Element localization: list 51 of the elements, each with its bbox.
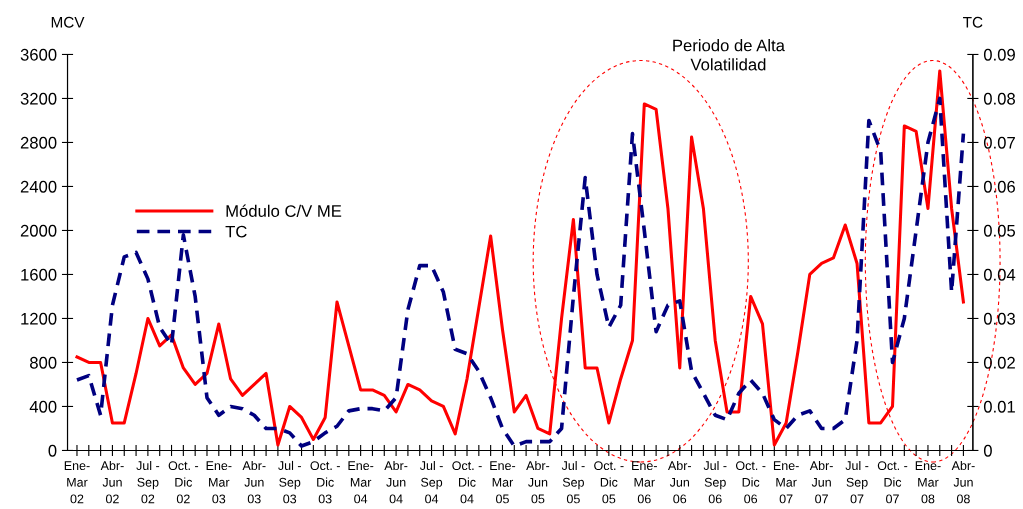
x-tick-label: Abr- Jun 03 [242, 460, 266, 504]
x-tick-label: Abr- Jun 02 [100, 460, 124, 504]
y2-tick-label: 0 [983, 444, 992, 457]
y-axis-title: MCV [51, 16, 85, 28]
y2-axis-title: TC [963, 16, 983, 28]
legend-label: TC [225, 225, 247, 238]
x-tick-label: Jul - Sep 04 [419, 460, 443, 504]
y2-tick-label: 0.09 [983, 48, 1015, 61]
y-tick-label: 800 [30, 356, 57, 369]
x-tick-label: Oct. - Dic 07 [877, 461, 908, 504]
y-tick-label: 3600 [20, 48, 57, 61]
y-tick-label: 1600 [21, 268, 57, 281]
x-tick-label: Jul - Sep 05 [561, 460, 585, 504]
y2-tick-label: 0.05 [983, 224, 1016, 237]
x-tick-label: Abr- Jun 06 [667, 460, 692, 504]
legend-label: Módulo C/V ME [226, 204, 342, 217]
y-tick-label: 2800 [20, 136, 57, 149]
y2-tick-label: 0.06 [983, 180, 1015, 193]
x-tick-label: Ene- Mar 06 [632, 461, 657, 504]
x-tick-label: Ene- Mar 05 [490, 461, 516, 504]
x-tick-label: Jul - Sep 06 [703, 460, 727, 504]
y2-tick-label: 0.03 [983, 312, 1015, 325]
x-tick-label: Ene- Mar 08 [915, 461, 941, 504]
x-tick-label: Oct. - Dic 05 [594, 461, 624, 504]
y-tick-label: 1200 [21, 312, 57, 325]
x-tick-label: Jul - Sep 02 [136, 460, 160, 504]
x-tick-label: Oct. - Dic 04 [452, 461, 482, 504]
annotation: Periodo de Alta Volatilidad [673, 39, 785, 71]
x-tick-label: Oct. - Dic 03 [310, 461, 340, 504]
x-tick-label: Oct. - Dic 06 [735, 461, 766, 504]
y2-tick-label: 0.08 [983, 92, 1015, 105]
y-tick-label: 0 [48, 444, 57, 457]
y-tick-label: 400 [29, 400, 57, 413]
y2-tick-label: 0.04 [983, 268, 1016, 281]
x-tick-label: Ene- Mar 07 [773, 461, 799, 504]
y2-tick-label: 0.07 [983, 136, 1015, 149]
x-tick-label: Jul - Sep 07 [845, 460, 869, 504]
x-tick-label: Oct. - Dic 02 [168, 461, 199, 504]
y-tick-label: 2400 [20, 180, 57, 193]
x-tick-label: Jul - Sep 03 [278, 460, 301, 504]
x-tick-label: Ene- Mar 04 [348, 461, 374, 504]
x-tick-label: Abr- Jun 04 [384, 460, 408, 504]
x-tick-label: Abr- Jun 05 [526, 460, 550, 504]
x-tick-label: Abr- Jun 08 [951, 460, 975, 504]
y2-tick-label: 0.02 [983, 356, 1015, 369]
y-tick-label: 2000 [20, 224, 57, 237]
x-tick-label: Abr- Jun 07 [809, 460, 833, 504]
y-tick-label: 3200 [20, 92, 57, 105]
y2-tick-label: 0.01 [983, 400, 1015, 413]
x-tick-label: Ene- Mar 03 [206, 461, 232, 504]
x-tick-label: Ene- Mar 02 [64, 461, 90, 504]
